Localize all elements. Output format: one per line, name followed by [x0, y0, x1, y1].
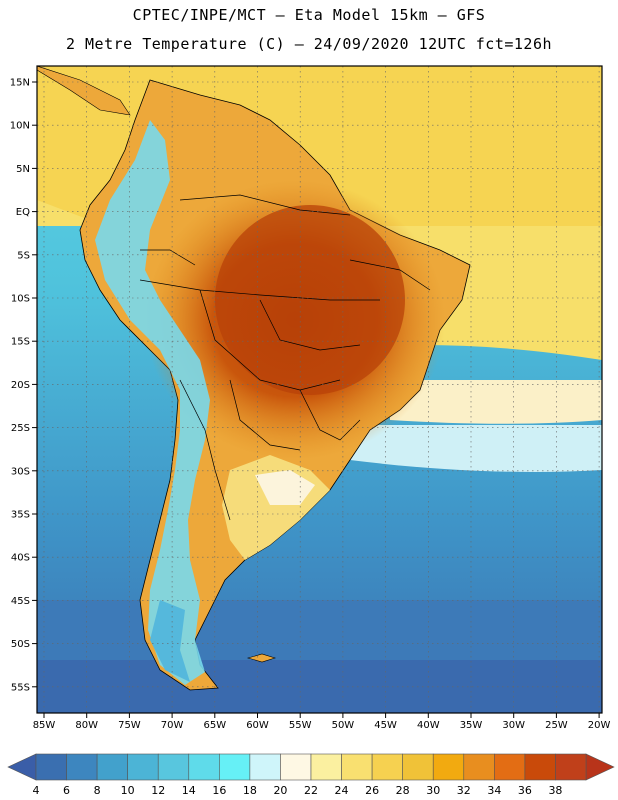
lat-tick-label: 10S	[11, 294, 30, 305]
colorbar-segment	[432, 753, 465, 781]
lon-tick-label: 70W	[161, 720, 184, 731]
colorbar-label: 22	[304, 784, 318, 797]
colorbar-segment	[402, 753, 434, 781]
colorbar-label: 4	[33, 784, 40, 797]
andes-cold-strip	[95, 120, 210, 685]
colorbar-label: 8	[94, 784, 101, 797]
map-frame	[36, 65, 603, 714]
colorbar-segment	[35, 753, 67, 781]
lat-tick-label: 45S	[11, 596, 30, 607]
lat-tick-label: 15N	[10, 78, 30, 89]
colorbar-label: 32	[457, 784, 471, 797]
colorbar-segment	[96, 753, 128, 781]
colorbar-segment	[157, 753, 190, 781]
colorbar-label: 18	[243, 784, 257, 797]
colorbar-segment	[219, 753, 251, 781]
lat-tick-label: 55S	[11, 682, 30, 693]
lon-tick-label: 55W	[289, 720, 312, 731]
colorbar-label: 34	[487, 784, 501, 797]
colorbar-segment	[188, 753, 220, 781]
lat-tick-label: 40S	[11, 553, 30, 564]
lon-tick-label: 40W	[417, 720, 440, 731]
lon-tick-label: 85W	[33, 720, 56, 731]
central-america	[37, 66, 131, 116]
pale-band-atlantic	[350, 425, 602, 472]
lon-tick-label: 30W	[502, 720, 525, 731]
colorbar-segment	[494, 753, 526, 781]
colorbar-label: 16	[212, 784, 226, 797]
colorbar: 4 6 8 10 12 14 16 18 20 22 24 26 28 30 32 34 36 38	[7, 753, 615, 797]
colorbar-label: 24	[335, 784, 349, 797]
chart-title-line1: CPTEC/INPE/MCT – Eta Model 15km – GFS	[132, 6, 486, 24]
colorbar-segment	[127, 753, 159, 781]
colorbar-segment	[371, 753, 403, 781]
colorbar-label: 26	[365, 784, 379, 797]
light-band-atlantic	[390, 380, 602, 424]
lon-tick-label: 35W	[460, 720, 483, 731]
lon-tick-label: 25W	[545, 720, 568, 731]
colorbar-segment	[310, 753, 342, 781]
lat-tick-label: 35S	[11, 510, 30, 521]
hottest-core	[215, 205, 405, 395]
lat-tick-label: 10N	[10, 121, 30, 132]
lat-tick-label: 20S	[11, 380, 30, 391]
colorbar-label: 20	[273, 784, 287, 797]
lat-tick-label: 5N	[16, 164, 30, 175]
patagonia-cold	[150, 600, 190, 682]
lon-tick-label: 65W	[203, 720, 226, 731]
lat-tick-label: 50S	[11, 639, 30, 650]
colorbar-segment	[249, 753, 281, 781]
lat-tick-label: 15S	[11, 337, 30, 348]
colorbar-segment	[524, 753, 556, 781]
graticule	[37, 66, 602, 713]
colorbar-label: 28	[396, 784, 410, 797]
lon-tick-label: 75W	[118, 720, 141, 731]
lat-tick-label: 25S	[11, 423, 30, 434]
colorbar-segment	[463, 753, 495, 781]
colorbar-label: 10	[121, 784, 135, 797]
colorbar-label: 36	[518, 784, 532, 797]
colorbar-segment	[341, 753, 373, 781]
axis-ticks: 15N 10N 5N EQ 5S 10S 15S 20S 25S 30S 35S 40S 45S 50S 5…	[10, 78, 611, 732]
colorbar-segment	[66, 753, 98, 781]
lat-tick-label: 5S	[17, 250, 30, 261]
lon-tick-label: 20W	[588, 720, 611, 731]
colorbar-label: 12	[151, 784, 165, 797]
colorbar-label: 38	[548, 784, 562, 797]
temperature-field	[37, 66, 602, 713]
lon-tick-label: 45W	[374, 720, 397, 731]
lon-tick-label: 50W	[332, 720, 355, 731]
colorbar-segment	[555, 753, 587, 781]
colorbar-high-arrow	[585, 753, 615, 781]
colorbar-label: 6	[63, 784, 70, 797]
lat-tick-label: EQ	[16, 207, 30, 218]
lon-tick-label: 60W	[246, 720, 269, 731]
colorbar-label: 14	[182, 784, 196, 797]
colorbar-label: 30	[426, 784, 440, 797]
colorbar-low-arrow	[7, 753, 37, 781]
lat-tick-label: 30S	[11, 466, 30, 477]
falkland-islands	[246, 653, 277, 663]
chart-title-line2: 2 Metre Temperature (C) – 24/09/2020 12U…	[65, 35, 553, 53]
lon-tick-label: 80W	[75, 720, 98, 731]
colorbar-segment	[280, 753, 312, 781]
country-borders	[139, 194, 431, 521]
